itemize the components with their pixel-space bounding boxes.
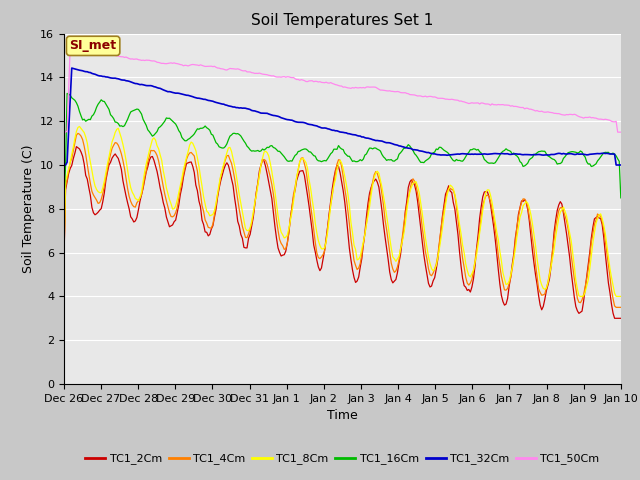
TC1_2Cm (305, 204, 313, 209)
Line: TC1_8Cm: TC1_8Cm (64, 126, 621, 296)
Title: Soil Temperatures Set 1: Soil Temperatures Set 1 (252, 13, 433, 28)
TC1_4Cm (228, 160, 236, 166)
TC1_4Cm (130, 204, 138, 209)
TC1_16Cm (60, 195, 68, 201)
TC1_8Cm (60, 248, 68, 253)
TC1_4Cm (617, 304, 625, 310)
TC1_32Cm (617, 162, 625, 168)
TC1_8Cm (305, 177, 313, 182)
TC1_32Cm (68, 65, 76, 71)
TC1_16Cm (246, 147, 254, 153)
TC1_2Cm (617, 315, 625, 321)
TC1_4Cm (588, 240, 595, 245)
TC1_32Cm (246, 107, 254, 112)
TC1_2Cm (60, 255, 68, 261)
TC1_50Cm (228, 66, 236, 72)
TC1_50Cm (255, 70, 263, 76)
TC1_32Cm (305, 121, 313, 127)
TC1_50Cm (617, 129, 625, 135)
TC1_32Cm (255, 109, 263, 115)
TC1_4Cm (60, 252, 68, 258)
TC1_8Cm (617, 293, 625, 300)
X-axis label: Time: Time (327, 409, 358, 422)
TC1_2Cm (228, 176, 236, 182)
TC1_4Cm (612, 304, 620, 310)
TC1_50Cm (246, 69, 254, 75)
TC1_50Cm (588, 115, 595, 120)
Line: TC1_4Cm: TC1_4Cm (64, 133, 621, 307)
TC1_8Cm (255, 173, 263, 179)
TC1_32Cm (130, 80, 138, 86)
TC1_2Cm (246, 231, 254, 237)
Line: TC1_50Cm: TC1_50Cm (64, 48, 621, 132)
TC1_8Cm (76, 123, 83, 129)
TC1_32Cm (588, 151, 595, 157)
TC1_16Cm (305, 149, 313, 155)
TC1_8Cm (130, 192, 138, 198)
Line: TC1_32Cm: TC1_32Cm (64, 68, 621, 165)
TC1_8Cm (228, 148, 236, 154)
TC1_8Cm (577, 293, 584, 300)
Line: TC1_2Cm: TC1_2Cm (64, 147, 621, 318)
TC1_4Cm (74, 131, 82, 136)
Text: SI_met: SI_met (70, 39, 116, 52)
Y-axis label: Soil Temperature (C): Soil Temperature (C) (22, 144, 35, 273)
TC1_4Cm (255, 171, 263, 177)
TC1_2Cm (611, 315, 618, 321)
Legend: TC1_2Cm, TC1_4Cm, TC1_8Cm, TC1_16Cm, TC1_32Cm, TC1_50Cm: TC1_2Cm, TC1_4Cm, TC1_8Cm, TC1_16Cm, TC1… (81, 449, 604, 469)
TC1_2Cm (130, 219, 138, 225)
TC1_4Cm (246, 226, 254, 232)
TC1_2Cm (255, 168, 263, 174)
TC1_16Cm (588, 164, 595, 169)
TC1_8Cm (246, 225, 254, 230)
TC1_32Cm (228, 104, 236, 109)
TC1_2Cm (588, 235, 595, 241)
TC1_50Cm (60, 129, 68, 135)
TC1_50Cm (67, 45, 74, 50)
Line: TC1_16Cm: TC1_16Cm (64, 94, 621, 198)
TC1_16Cm (130, 108, 138, 113)
TC1_16Cm (255, 149, 263, 155)
TC1_16Cm (63, 91, 71, 96)
TC1_50Cm (130, 56, 138, 62)
TC1_2Cm (72, 144, 80, 150)
TC1_32Cm (60, 162, 68, 168)
TC1_16Cm (228, 132, 236, 138)
TC1_8Cm (589, 240, 596, 246)
TC1_4Cm (305, 189, 313, 195)
TC1_50Cm (305, 78, 313, 84)
TC1_16Cm (617, 195, 625, 201)
